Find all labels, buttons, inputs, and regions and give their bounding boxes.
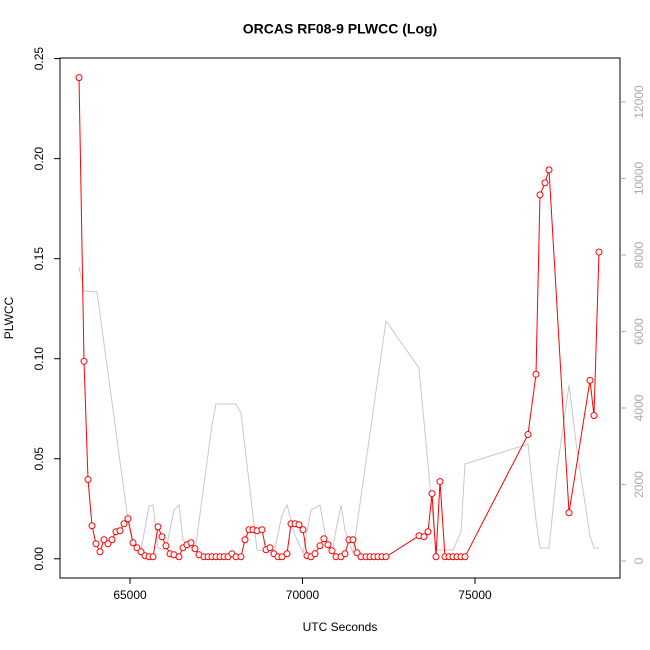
data-point xyxy=(541,179,549,187)
data-point xyxy=(154,523,162,531)
data-point xyxy=(328,547,336,555)
data-point xyxy=(532,370,540,378)
data-point xyxy=(92,540,100,548)
data-point xyxy=(536,191,544,199)
data-point xyxy=(295,521,303,529)
data-point xyxy=(80,357,88,365)
series-line xyxy=(78,77,600,558)
data-point xyxy=(187,539,195,547)
data-point xyxy=(420,533,428,541)
y-tick-label: 0.15 xyxy=(32,247,46,271)
data-point xyxy=(432,553,440,561)
data-point xyxy=(461,553,469,561)
chart-title: ORCAS RF08-9 PLWCC (Log) xyxy=(243,21,437,37)
data-point xyxy=(149,553,157,561)
data-point xyxy=(88,522,96,530)
x-tick-label: 70000 xyxy=(286,588,320,602)
data-point xyxy=(382,553,390,561)
data-point xyxy=(590,412,598,420)
x-axis-label: UTC Seconds xyxy=(303,620,378,634)
data-point xyxy=(586,376,594,384)
data-point xyxy=(133,544,141,552)
y-tick-label: 0.25 xyxy=(32,47,46,71)
data-point xyxy=(175,553,183,561)
x-tick-label: 75000 xyxy=(458,588,492,602)
y2-tick-label: 12000 xyxy=(632,85,646,119)
data-point xyxy=(283,550,291,558)
plot-box xyxy=(59,57,621,579)
y2-tick-label: 4000 xyxy=(632,394,646,421)
y-tick-label: 0.10 xyxy=(32,347,46,371)
y-tick-label: 0.05 xyxy=(32,447,46,471)
y-axis-label: PLWCC xyxy=(2,296,16,339)
data-point xyxy=(311,550,319,558)
data-point xyxy=(124,515,132,523)
data-point xyxy=(104,540,112,548)
data-point xyxy=(349,536,357,544)
data-point xyxy=(278,553,286,561)
data-point xyxy=(100,536,108,544)
data-point xyxy=(320,535,328,543)
data-point xyxy=(129,539,137,547)
data-point xyxy=(299,526,307,534)
y2-tick-label: 0 xyxy=(632,557,646,564)
data-point xyxy=(524,431,532,439)
data-point xyxy=(565,509,573,517)
data-point xyxy=(162,542,170,550)
y2-tick-label: 6000 xyxy=(632,318,646,345)
data-point xyxy=(353,549,361,557)
series-line xyxy=(78,266,599,555)
x-tick-label: 65000 xyxy=(113,588,147,602)
data-point xyxy=(341,550,349,558)
data-point xyxy=(595,248,603,256)
data-point xyxy=(116,527,124,535)
data-point xyxy=(84,476,92,484)
data-point xyxy=(108,536,116,544)
data-point xyxy=(137,548,145,556)
data-point xyxy=(545,166,553,174)
data-point xyxy=(191,545,199,553)
data-point xyxy=(424,528,432,536)
data-point xyxy=(436,478,444,486)
y-tick-label: 0.20 xyxy=(32,147,46,171)
data-point xyxy=(266,544,274,552)
data-point xyxy=(258,526,266,534)
data-point xyxy=(241,536,249,544)
y2-tick-label: 2000 xyxy=(632,471,646,498)
y2-tick-label: 8000 xyxy=(632,241,646,268)
data-point xyxy=(158,533,166,541)
data-point xyxy=(316,542,324,550)
data-point xyxy=(75,74,83,82)
data-point xyxy=(324,541,332,549)
y2-tick-label: 10000 xyxy=(632,161,646,195)
data-point xyxy=(120,520,128,528)
y-tick-label: 0.00 xyxy=(32,547,46,571)
data-point xyxy=(428,490,436,498)
data-point xyxy=(237,553,245,561)
data-point xyxy=(96,548,104,556)
